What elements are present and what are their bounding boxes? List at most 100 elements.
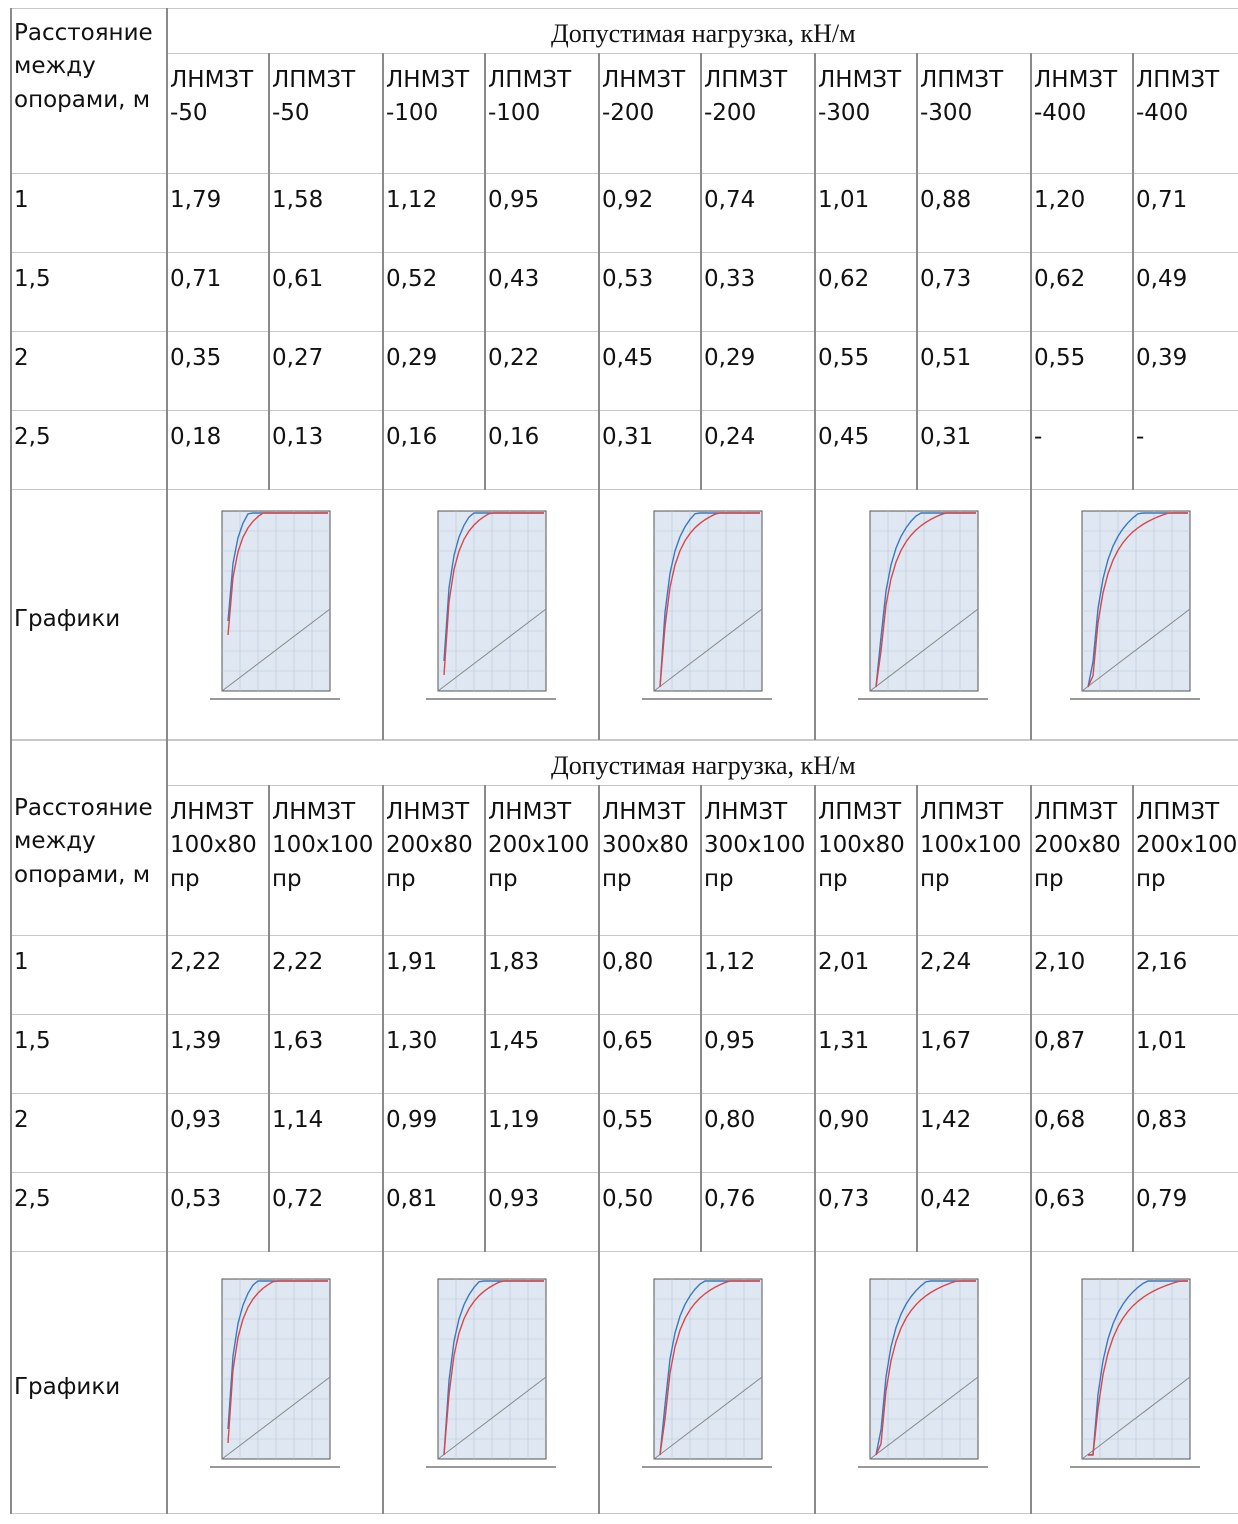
distance-cell: 2,5 [10,410,168,490]
column-header-line: 200x100 [1136,832,1238,859]
value-cell: 0,72 [268,1172,384,1252]
value-cell: 2,01 [814,935,918,1015]
value-cell: 1,30 [382,1014,486,1094]
value-cell: 0,80 [598,935,702,1015]
column-header-line: ЛНМЗТ [170,799,254,825]
column-header-line: пр [272,865,302,892]
group-header: Допустимая нагрузка, кН/м [165,740,1238,786]
value-cell: 1,79 [166,173,270,253]
distance-cell: 1 [10,935,168,1015]
graph-cell [382,489,600,740]
value-cell: 2,16 [1131,935,1238,1015]
column-header-line: ЛПМЗТ [1034,799,1118,825]
column-header: ЛНМЗТ 300x100 пр [700,785,816,936]
column-header-line: ЛПМЗТ [1136,67,1220,93]
graphs-label: Графики [10,1251,168,1514]
column-header: ЛНМЗТ 200x80 пр [382,785,486,936]
column-header-line: ЛПМЗТ [818,799,902,825]
graph-thumbnail [1070,510,1201,700]
header-row: Расстояние между опорами, м Допустимая на… [10,8,1238,174]
column-header-line: -400 [1136,100,1189,127]
column-header-line: 100x100 [272,832,374,859]
value-cell: 0,90 [814,1093,918,1173]
value-cell: 0,53 [166,1172,270,1252]
data-row: 1,5 1,39 1,63 1,30 1,45 0,65 0,95 1,31 1,67 0,87 1… [10,1014,1238,1094]
column-header-line: ЛНМЗТ [704,799,788,825]
value-cell: 0,79 [1131,1172,1238,1252]
value-cell: 0,52 [382,252,486,332]
graph-curve [443,1280,544,1456]
column-header: ЛНМЗТ -50 [166,53,270,174]
distance-cell: 1,5 [10,252,168,332]
column-header-line: ЛНМЗТ [170,67,254,93]
graph-cell [1029,1251,1238,1514]
row-label-header: Расстояние между опорами, м [10,8,168,174]
data-table: Расстояние между опорами, м Допустимая на… [10,8,1238,740]
value-cell: 0,93 [484,1172,600,1252]
graph-diagonal [1081,608,1191,692]
value-cell: 0,83 [1131,1093,1238,1173]
data-row: 1,5 0,71 0,61 0,52 0,43 0,53 0,33 0,62 0,73 0,62 0… [10,252,1238,332]
column-header-line: пр [386,865,416,892]
graph-thumbnail [642,1278,772,1468]
value-cell: 0,42 [916,1172,1032,1252]
column-header-line: 300x100 [704,832,806,859]
value-cell: 0,55 [814,331,918,411]
column-header-line: пр [818,865,848,892]
value-cell: 0,81 [382,1172,486,1252]
value-cell: 1,31 [814,1014,918,1094]
value-cell: 1,83 [484,935,600,1015]
value-cell: 0,76 [700,1172,816,1252]
column-header: ЛНМЗТ 100x100 пр [268,785,384,936]
value-cell: 1,01 [814,173,918,253]
column-header: ЛНМЗТ -300 [814,53,918,174]
value-cell: 1,20 [1030,173,1134,253]
distance-cell: 1,5 [10,1014,168,1094]
graph-diagonal [221,608,331,692]
graph-cell [814,1251,1032,1514]
value-cell: 1,14 [268,1093,384,1173]
column-header-line: ЛНМЗТ [386,799,470,825]
graph-curve [1088,1280,1189,1457]
value-cell: 0,55 [1030,331,1134,411]
value-cell: 0,63 [1030,1172,1134,1252]
column-header-line: ЛПМЗТ [1136,799,1220,825]
graph-curve [1088,1280,1189,1457]
column-header-line: 200x80 [386,832,473,859]
value-cell: 0,29 [700,331,816,411]
graph-cell [598,489,816,740]
column-header-line: ЛПМЗТ [704,67,788,93]
graph-diagonal [869,608,979,692]
value-cell: 0,31 [598,410,702,490]
column-header-line: ЛНМЗТ [488,799,572,825]
column-header-line: -200 [704,100,757,127]
value-cell: 1,42 [916,1093,1032,1173]
graph-diagonal [437,608,547,692]
value-cell: 1,12 [700,935,816,1015]
value-cell: 0,62 [1030,252,1134,332]
value-cell: 0,99 [382,1093,486,1173]
value-cell: 0,95 [700,1014,816,1094]
graph-diagonal [1081,1376,1191,1460]
value-cell: 0,73 [916,252,1032,332]
value-cell: 1,67 [916,1014,1032,1094]
value-cell: 0,87 [1030,1014,1134,1094]
value-cell: 0,13 [268,410,384,490]
page: Расстояние между опорами, м Допустимая на… [10,8,1238,1514]
column-header: ЛПМЗТ -400 [1131,53,1238,174]
value-cell: 0,62 [814,252,918,332]
column-header: ЛНМЗТ 200x100 пр [484,785,600,936]
column-header: ЛНМЗТ -200 [598,53,702,174]
column-header: ЛПМЗТ -50 [268,53,384,174]
column-header: ЛПМЗТ 100x80 пр [814,785,918,936]
value-cell: 0,16 [484,410,600,490]
distance-cell: 1 [10,173,168,253]
value-cell: 0,45 [814,410,918,490]
graph-cell [382,1251,600,1514]
data-row: 2,5 0,53 0,72 0,81 0,93 0,50 0,76 0,73 0,42 0,63 0… [10,1172,1238,1252]
column-header-line: -50 [170,100,208,127]
graph-diagonal [221,1376,331,1460]
column-header-line: -300 [818,100,871,127]
column-header: ЛПМЗТ 200x100 пр [1131,785,1238,936]
column-header-line: -100 [386,100,439,127]
